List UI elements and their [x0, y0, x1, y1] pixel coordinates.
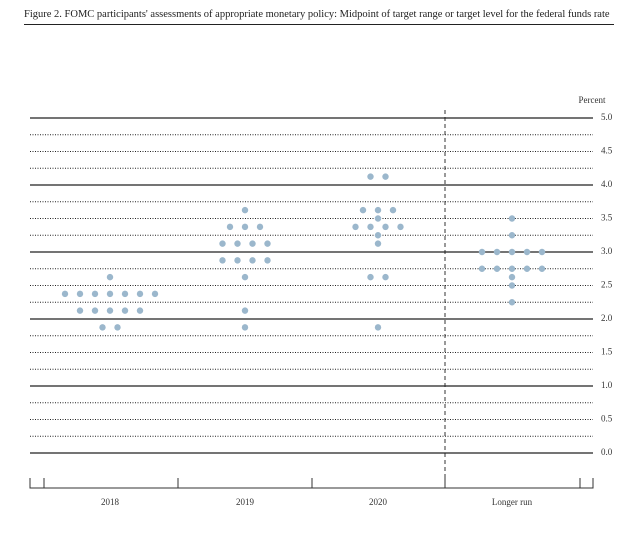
y-tick-label: 0.0: [601, 447, 613, 457]
dot: [241, 223, 249, 231]
dot: [61, 290, 69, 298]
dot: [359, 206, 367, 214]
dot: [367, 173, 374, 180]
y-tick-label: 2.0: [601, 313, 613, 323]
dot: [508, 232, 516, 239]
x-tick-label: 2020: [369, 497, 388, 507]
y-tick-label: 0.5: [601, 414, 613, 424]
dot: [219, 240, 226, 247]
dot: [523, 265, 531, 272]
dot: [389, 206, 397, 214]
dot: [136, 307, 144, 314]
dot: [508, 273, 516, 281]
dot: [264, 240, 271, 247]
dot: [508, 299, 516, 306]
dot: [508, 265, 516, 272]
dot: [264, 257, 271, 264]
y-tick-label: 4.5: [601, 146, 613, 156]
dot: [219, 257, 226, 264]
dot: [508, 248, 516, 256]
dot: [226, 223, 234, 231]
dot: [538, 248, 546, 256]
dot: [106, 273, 114, 281]
dot: [367, 273, 374, 281]
dot: [352, 223, 359, 231]
x-axis-frame: [29, 478, 594, 489]
dot: [374, 324, 382, 331]
dot: [121, 307, 129, 314]
dot: [121, 290, 129, 298]
dot: [478, 265, 486, 272]
y-tick-label: 1.5: [601, 347, 613, 357]
dot: [114, 324, 121, 331]
dot: [76, 307, 84, 314]
dot: [374, 215, 382, 222]
dot: [256, 223, 264, 231]
dot: [241, 307, 249, 314]
dot: [382, 273, 389, 281]
dot: [374, 240, 382, 247]
y-tick-label: 3.0: [601, 246, 613, 256]
y-tick-label: 5.0: [601, 112, 613, 122]
dot: [374, 232, 382, 239]
dot: [508, 282, 516, 289]
dot: [374, 206, 382, 214]
dot: [478, 248, 486, 256]
dot: [249, 257, 256, 264]
x-tick-label: 2018: [101, 497, 120, 507]
y-tick-label: 3.5: [601, 213, 613, 223]
dot: [241, 206, 249, 214]
dot: [493, 265, 501, 272]
dot: [493, 248, 501, 256]
x-tick-label: 2019: [236, 497, 255, 507]
dot: [241, 324, 249, 331]
dot: [382, 223, 389, 231]
dot: [523, 248, 531, 256]
dot: [241, 273, 249, 281]
dot: [367, 223, 374, 231]
dot: [106, 307, 114, 314]
dot: [508, 215, 516, 222]
dot: [106, 290, 114, 298]
dot: [234, 240, 241, 247]
dot: [91, 307, 99, 314]
y-tick-label: 2.5: [601, 280, 613, 290]
x-tick-label: Longer run: [492, 497, 533, 507]
chart-title: Figure 2. FOMC participants' assessments…: [24, 8, 614, 25]
y-tick-label: 4.0: [601, 179, 613, 189]
dot: [91, 290, 99, 298]
y-tick-label: 1.0: [601, 380, 613, 390]
dot: [382, 173, 389, 180]
dot: [151, 290, 159, 298]
dot: [136, 290, 144, 298]
dot: [249, 240, 256, 247]
dot: [99, 324, 106, 331]
dot: [538, 265, 546, 272]
dot: [397, 223, 404, 231]
dot: [234, 257, 241, 264]
y-axis-label: Percent: [579, 95, 606, 105]
dot: [76, 290, 84, 298]
